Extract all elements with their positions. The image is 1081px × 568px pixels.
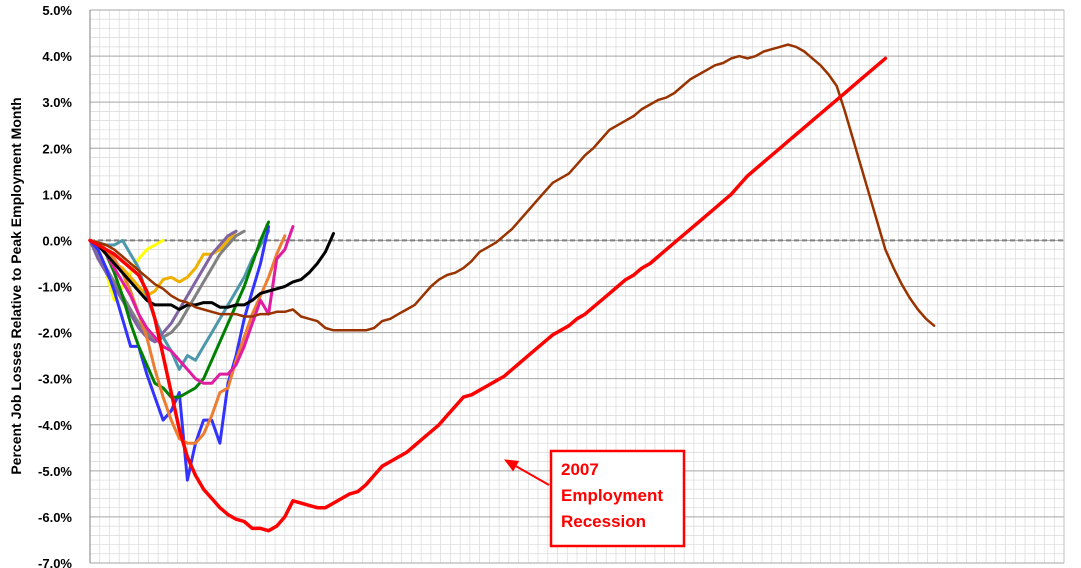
y-tick-label: -5.0%: [38, 464, 72, 479]
series-line-2: [88, 229, 246, 344]
series-line-4: [88, 229, 238, 344]
annotation-arrow-head: [503, 459, 520, 472]
annotation-box: [549, 449, 686, 548]
y-tick-label: 4.0%: [42, 49, 72, 64]
y-axis-label: Percent Job Losses Relative to Peak Empl…: [8, 97, 24, 474]
annotation-line: Employment: [561, 486, 663, 505]
series-line-5: [88, 225, 271, 482]
series-line-11: [88, 56, 888, 533]
series-line-3: [88, 229, 271, 371]
y-tick-label: 1.0%: [42, 187, 72, 202]
annotation-2007-recession: 2007 Employment Recession: [503, 449, 686, 548]
y-tick-label: 5.0%: [42, 3, 72, 18]
y-tick-label: -2.0%: [38, 326, 72, 341]
y-tick-label: 3.0%: [42, 95, 72, 110]
annotation-arrow-line: [515, 465, 550, 486]
y-tick-label: 0.0%: [42, 233, 72, 248]
y-tick-label: 2.0%: [42, 141, 72, 156]
y-tick-label: -4.0%: [38, 418, 72, 433]
y-axis-ticks: 5.0% 4.0% 3.0% 2.0% 1.0% 0.0% -1.0% -2.0% -3.0% -…: [38, 3, 72, 568]
series-group: [88, 43, 936, 533]
y-tick-label: -7.0%: [38, 556, 72, 568]
annotation-line: 2007: [561, 460, 599, 479]
series-line-6: [88, 220, 271, 399]
series-line-9: [88, 232, 335, 311]
y-tick-label: -6.0%: [38, 510, 72, 525]
series-line-8: [88, 225, 295, 385]
series-line-10: [88, 43, 936, 332]
annotation-line: Recession: [561, 512, 646, 531]
y-tick-label: -3.0%: [38, 372, 72, 387]
y-tick-label: -1.0%: [38, 280, 72, 295]
